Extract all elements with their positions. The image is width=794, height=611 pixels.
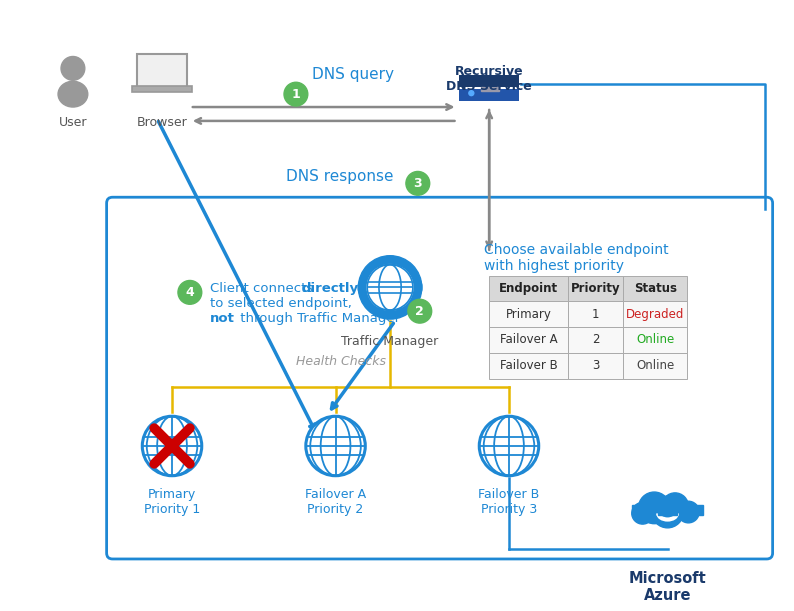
- Text: 3: 3: [592, 359, 599, 372]
- Text: Failover A
Priority 2: Failover A Priority 2: [305, 488, 366, 516]
- Text: through Traffic Manager: through Traffic Manager: [237, 312, 400, 325]
- Bar: [623, 276, 688, 301]
- Circle shape: [61, 56, 85, 80]
- Bar: [569, 327, 623, 353]
- Circle shape: [652, 496, 684, 528]
- Circle shape: [468, 90, 474, 96]
- Text: DNS response: DNS response: [286, 169, 394, 184]
- FancyBboxPatch shape: [460, 75, 519, 87]
- Bar: [489, 353, 569, 379]
- Bar: [489, 276, 569, 301]
- Text: Failover B
Priority 3: Failover B Priority 3: [478, 488, 540, 516]
- Text: DNS query: DNS query: [312, 67, 394, 82]
- Text: Failover B: Failover B: [500, 359, 557, 372]
- FancyBboxPatch shape: [460, 89, 519, 101]
- Ellipse shape: [58, 81, 88, 107]
- FancyBboxPatch shape: [137, 54, 187, 87]
- Bar: [569, 353, 623, 379]
- Text: 3: 3: [414, 177, 422, 190]
- Bar: [489, 327, 569, 353]
- Text: Microsoft
Azure: Microsoft Azure: [629, 571, 707, 603]
- Text: Priority: Priority: [571, 282, 621, 295]
- Text: Choose available endpoint
with highest priority: Choose available endpoint with highest p…: [484, 243, 669, 273]
- Circle shape: [178, 280, 202, 304]
- Circle shape: [480, 416, 538, 476]
- Circle shape: [661, 493, 688, 519]
- Text: Online: Online: [636, 359, 674, 372]
- Text: Primary: Primary: [506, 308, 552, 321]
- Text: Status: Status: [634, 282, 676, 295]
- Circle shape: [408, 299, 432, 323]
- Text: Primary
Priority 1: Primary Priority 1: [144, 488, 200, 516]
- Text: Endpoint: Endpoint: [499, 282, 558, 295]
- Circle shape: [638, 492, 670, 524]
- Circle shape: [142, 416, 202, 476]
- Text: Online: Online: [636, 334, 674, 346]
- Circle shape: [677, 501, 700, 523]
- Bar: [658, 511, 676, 515]
- Circle shape: [368, 265, 413, 310]
- Text: 2: 2: [592, 334, 599, 346]
- Bar: [133, 86, 192, 92]
- Text: to selected endpoint,: to selected endpoint,: [210, 298, 352, 310]
- Text: Traffic Manager: Traffic Manager: [341, 335, 439, 348]
- Bar: [632, 505, 703, 515]
- Circle shape: [406, 172, 430, 196]
- Text: directly: directly: [302, 282, 359, 296]
- Bar: [489, 301, 569, 327]
- Text: not: not: [210, 312, 234, 325]
- Circle shape: [632, 502, 653, 524]
- Text: Failover A: Failover A: [500, 334, 557, 346]
- Text: Degraded: Degraded: [626, 308, 684, 321]
- Circle shape: [358, 255, 422, 319]
- Bar: [481, 87, 499, 91]
- Text: 2: 2: [415, 305, 424, 318]
- Bar: [569, 301, 623, 327]
- Circle shape: [284, 82, 308, 106]
- Text: 1: 1: [291, 87, 300, 101]
- Text: Browser: Browser: [137, 116, 187, 129]
- Bar: [623, 353, 688, 379]
- Text: Health Checks: Health Checks: [295, 355, 386, 368]
- Text: Client connects: Client connects: [210, 282, 317, 296]
- Bar: [623, 301, 688, 327]
- Text: Recursive
DNS Service: Recursive DNS Service: [446, 65, 532, 93]
- Text: 4: 4: [186, 286, 195, 299]
- Text: User: User: [59, 116, 87, 129]
- Text: 1: 1: [592, 308, 599, 321]
- Circle shape: [306, 416, 365, 476]
- Bar: [569, 276, 623, 301]
- Bar: [623, 327, 688, 353]
